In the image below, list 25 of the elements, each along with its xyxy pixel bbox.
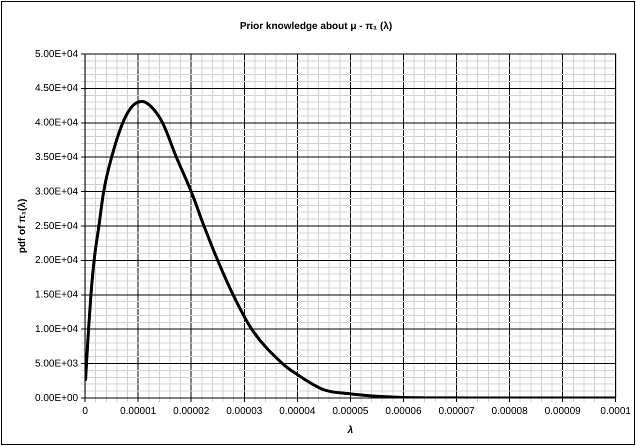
x-tick-label: 0.0001: [600, 406, 632, 417]
x-tick-label: 0.00007: [438, 406, 476, 417]
x-tick-label: 0.00003: [226, 406, 263, 417]
x-axis-title: λ: [346, 424, 354, 436]
y-tick-label: 2.50E+04: [34, 220, 79, 232]
chart-title: Prior knowledge about μ - π₁ (λ): [240, 20, 392, 32]
x-tick-label: 0.00004: [279, 406, 316, 417]
x-tick-label: 0.00001: [120, 406, 157, 417]
y-tick-label: 5.00E+04: [34, 48, 79, 60]
y-tick-label: 3.00E+04: [34, 186, 79, 198]
y-tick-label: 3.50E+04: [34, 152, 79, 163]
y-tick-label: 1.00E+04: [34, 324, 79, 335]
y-tick-label: 4.00E+04: [34, 118, 79, 129]
y-tick-label: 5.00E+03: [34, 358, 79, 370]
y-tick-label: 2.00E+04: [34, 255, 79, 266]
x-tick-label: 0.00008: [492, 406, 528, 417]
y-tick-label: 1.50E+04: [34, 290, 79, 301]
x-tick-label: 0: [82, 406, 88, 417]
x-tick-label: 0.00005: [332, 406, 369, 417]
y-tick-label: 4.50E+04: [34, 83, 79, 94]
y-axis-title: pdf of π₁(λ): [16, 198, 28, 254]
x-tick-label: 0.00009: [544, 406, 582, 417]
x-tick-label: 0.00002: [173, 406, 210, 417]
y-tick-label: 0.00E+00: [34, 392, 79, 404]
x-tick-label: 0.00006: [385, 406, 422, 417]
